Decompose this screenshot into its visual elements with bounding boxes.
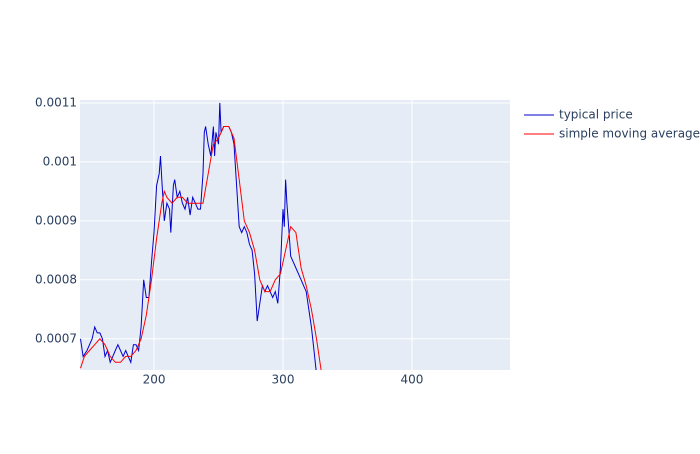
legend-label: simple moving average [559,127,700,141]
x-tick-label: 300 [272,373,295,387]
y-tick-label: 0.001 [43,154,77,168]
y-tick-label: 0.0009 [35,213,77,227]
legend-label: typical price [559,108,633,122]
y-tick-label: 0.0008 [35,272,77,286]
series-line [80,102,317,370]
x-tick-label: 200 [143,373,166,387]
y-tick-label: 0.0011 [35,95,77,109]
x-tick-label: 400 [401,373,424,387]
series-line [80,126,322,370]
y-tick-label: 0.0007 [35,331,77,345]
plot-area [80,100,510,370]
